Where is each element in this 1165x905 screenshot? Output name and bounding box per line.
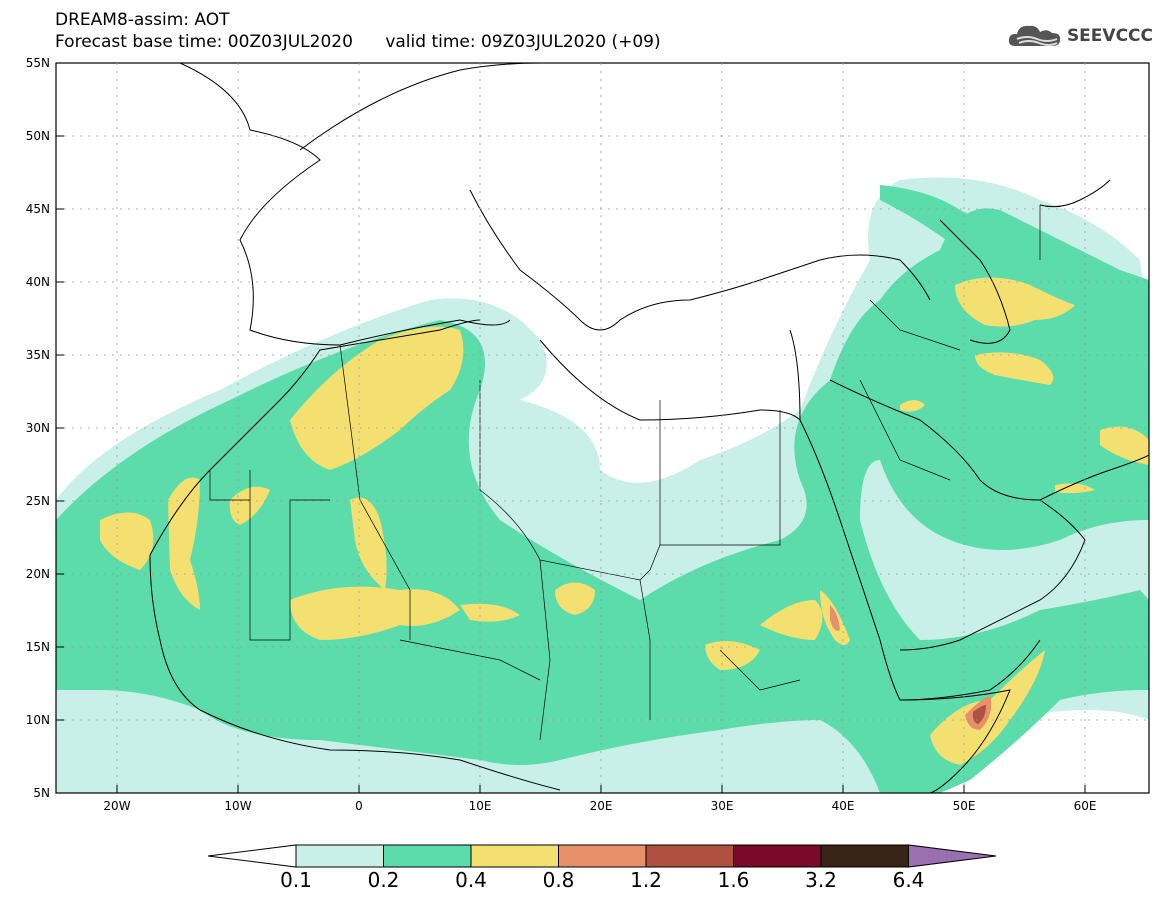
colorbar-segment bbox=[295, 844, 384, 868]
colorbar-label: 0.2 bbox=[367, 868, 400, 892]
cloud-icon bbox=[1008, 25, 1061, 46]
lat-tick-label: 55N bbox=[26, 56, 50, 70]
lat-tick-label: 50N bbox=[26, 129, 50, 143]
lon-tick-label: 10W bbox=[224, 799, 251, 813]
logo-text: SEEVCCC bbox=[1066, 26, 1153, 46]
lon-tick-label: 50E bbox=[953, 799, 976, 813]
lat-tick-label: 10N bbox=[26, 713, 50, 727]
lat-tick-label: 45N bbox=[26, 202, 50, 216]
colorbar-segment bbox=[820, 844, 909, 868]
lon-tick-labels: 20W 10W 0 10E 20E 30E 40E 50E 60E bbox=[103, 799, 1096, 813]
colorbar-label: 0.8 bbox=[542, 868, 575, 892]
lon-tick-label: 20W bbox=[103, 799, 130, 813]
colorbar-label: 0.1 bbox=[280, 868, 312, 892]
lat-tick-label: 30N bbox=[26, 421, 50, 435]
lat-tick-label: 35N bbox=[26, 348, 50, 362]
map-tick-marks bbox=[56, 135, 1086, 793]
lat-tick-label: 20N bbox=[26, 567, 50, 581]
coastlines bbox=[56, 63, 1149, 793]
colorbar bbox=[207, 844, 997, 868]
colorbar-lower-arrow bbox=[207, 844, 297, 868]
lat-tick-labels: 55N 50N 45N 40N 35N 30N 25N 20N 15N 10N … bbox=[26, 56, 50, 800]
map-title: DREAM8-assim: AOT bbox=[55, 10, 230, 30]
map-gridlines bbox=[56, 63, 1149, 793]
colorbar-segment bbox=[733, 844, 822, 868]
lat-tick-label: 5N bbox=[33, 786, 50, 800]
colorbar-label: 6.4 bbox=[892, 868, 925, 892]
lon-tick-label: 60E bbox=[1074, 799, 1097, 813]
colorbar-segment bbox=[558, 844, 647, 868]
lon-tick-label: 10E bbox=[469, 799, 492, 813]
lon-tick-label: 20E bbox=[590, 799, 613, 813]
country-borders bbox=[209, 205, 1041, 741]
colorbar-segment bbox=[383, 844, 472, 868]
lat-tick-label: 40N bbox=[26, 275, 50, 289]
colorbar-upper-arrow bbox=[908, 844, 997, 868]
lon-tick-label: 0 bbox=[355, 799, 363, 813]
lon-tick-label: 30E bbox=[711, 799, 734, 813]
seevccc-logo: SEEVCCC bbox=[1007, 22, 1153, 50]
colorbar-label: 1.2 bbox=[630, 868, 662, 892]
lon-tick-label: 40E bbox=[832, 799, 855, 813]
colorbar-label: 1.6 bbox=[717, 868, 750, 892]
colorbar-label: 3.2 bbox=[805, 868, 837, 892]
lat-tick-label: 25N bbox=[26, 494, 50, 508]
lat-tick-label: 15N bbox=[26, 640, 50, 654]
colorbar-segment bbox=[470, 844, 559, 868]
forecast-time-info: Forecast base time: 00Z03JUL2020 valid t… bbox=[55, 32, 661, 52]
colorbar-segment bbox=[645, 844, 734, 868]
colorbar-label: 0.4 bbox=[455, 868, 487, 892]
